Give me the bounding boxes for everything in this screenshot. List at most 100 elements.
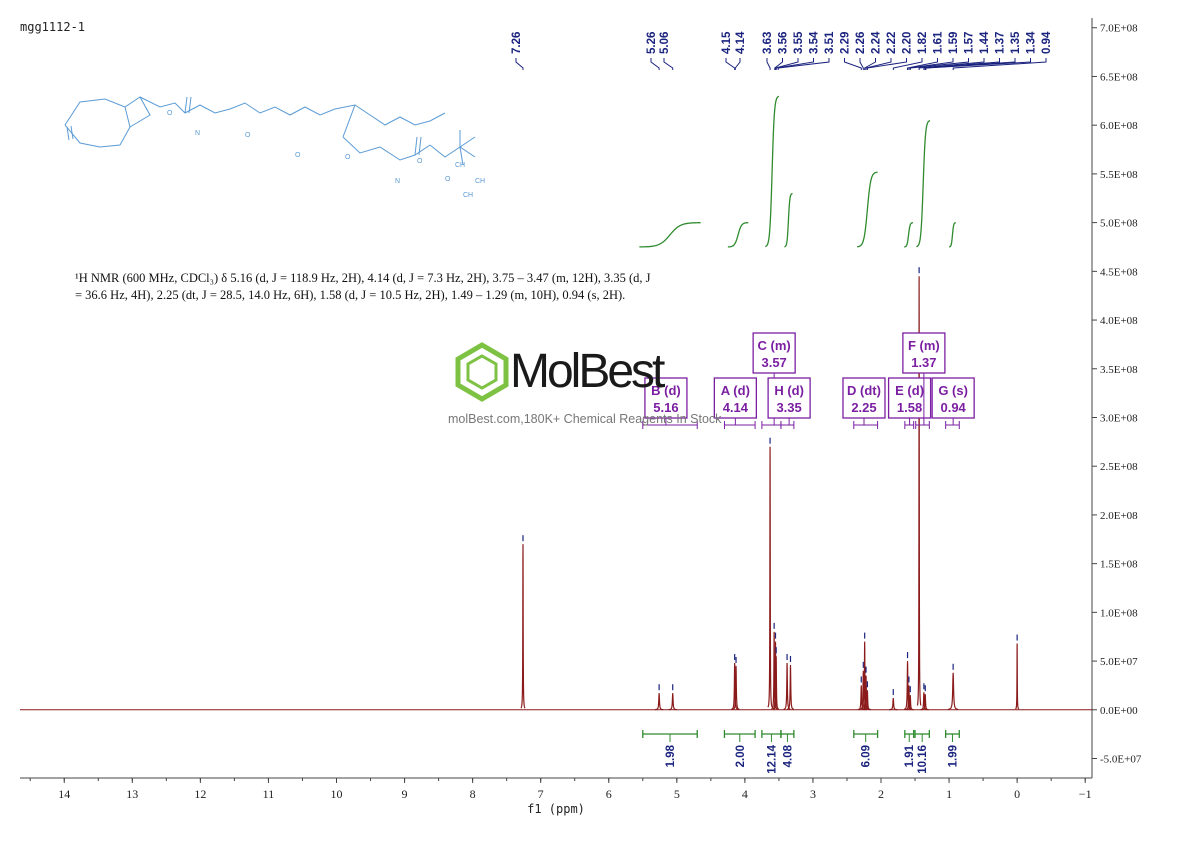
x-tick-label: 10	[330, 787, 342, 801]
peak-label: 3.54	[809, 31, 821, 54]
peak-label-leader	[923, 58, 1000, 70]
spectrum-peak	[520, 544, 526, 709]
peak-label: 1.61	[933, 31, 945, 54]
spectrum-peak	[947, 672, 959, 711]
integral-curve	[727, 222, 749, 248]
integral-curve	[765, 95, 780, 248]
peak-label: 1.57	[964, 32, 976, 54]
integral-value: 1.91	[904, 744, 916, 767]
x-tick-label: 7	[538, 787, 544, 801]
integral-value: 6.09	[861, 745, 873, 767]
y-tick-label: 3.0E+08	[1100, 412, 1138, 424]
peak-label-leader	[766, 58, 771, 70]
integral-value: 1.99	[947, 745, 959, 767]
x-tick-label: 13	[126, 787, 138, 801]
y-tick-label: 3.5E+08	[1100, 364, 1138, 376]
y-tick-label: 2.5E+08	[1100, 461, 1138, 473]
multiplet-shift: 5.16	[653, 400, 678, 415]
spectrum-peak	[916, 276, 922, 706]
x-tick-label: 14	[58, 787, 70, 801]
multiplet-label: H (d)	[774, 383, 804, 398]
y-tick-label: 1.5E+08	[1100, 559, 1138, 571]
structure-label-o6: O	[445, 176, 451, 183]
x-tick-label: 2	[878, 787, 884, 801]
spectrum-peak	[921, 694, 929, 711]
peak-label: 1.82	[917, 32, 929, 54]
peak-label: 3.63	[762, 32, 774, 54]
structure-label-o4: O	[345, 154, 351, 161]
sample-id: mgg1112-1	[20, 20, 86, 34]
multiplet-label: C (m)	[758, 338, 791, 353]
peak-label-leader	[515, 58, 524, 70]
integral-curve	[948, 222, 956, 248]
structure-label-o3: O	[295, 152, 301, 159]
peak-label: 3.51	[824, 31, 836, 54]
y-tick-label: 5.0E+08	[1100, 218, 1138, 230]
peak-label-leader	[650, 58, 660, 70]
multiplet-shift: 0.94	[940, 400, 966, 415]
spectrum-peak	[863, 690, 871, 711]
benzene-logo-icon	[455, 342, 509, 402]
peak-label-leader	[844, 58, 862, 70]
peak-label-leader	[775, 58, 799, 70]
peak-label: 2.22	[886, 32, 898, 54]
peak-label-leader	[774, 58, 783, 70]
multiplet-shift: 1.58	[897, 400, 922, 415]
x-tick-label: 1	[946, 787, 952, 801]
x-tick-label: 3	[810, 787, 816, 801]
multiplet-label: D (dt)	[847, 383, 881, 398]
structure-label-n2: N	[395, 178, 400, 185]
y-tick-label: 2.0E+08	[1100, 510, 1138, 522]
peak-label: 1.35	[1010, 31, 1022, 54]
x-tick-label: 8	[470, 787, 476, 801]
spectrum-peak	[771, 631, 778, 710]
x-tick-label: 6	[606, 787, 612, 801]
structure-label-ch3c: CH	[463, 192, 473, 199]
x-tick-label: 11	[263, 787, 275, 801]
y-tick-label: 1.0E+08	[1100, 607, 1138, 619]
integral-value: 10.16	[917, 745, 929, 774]
y-tick-label: 5.5E+08	[1100, 169, 1138, 181]
integral-value: 1.98	[665, 744, 677, 767]
y-tick-label: 4.5E+08	[1100, 266, 1138, 278]
peak-label-leader	[725, 58, 736, 70]
y-tick-label: -5.0E+07	[1100, 754, 1142, 766]
spectrum-peak	[767, 446, 773, 708]
peak-label: 2.29	[840, 32, 852, 54]
molbest-logo: MolBest molBest.com,180K+ Chemical Reage…	[448, 342, 752, 437]
integral-curve	[857, 171, 878, 248]
spectrum-peak	[773, 656, 780, 710]
logo-word: MolBest	[510, 345, 665, 398]
y-tick-label: 5.0E+07	[1100, 656, 1138, 668]
multiplet-label: G (s)	[938, 383, 968, 398]
x-tick-label: 5	[674, 787, 680, 801]
peak-label: 1.59	[948, 32, 960, 54]
peak-label: 5.06	[659, 32, 671, 54]
y-tick-label: 6.5E+08	[1100, 71, 1138, 83]
spectrum-peak	[906, 695, 914, 711]
x-tick-label: −1	[1079, 787, 1092, 801]
peak-label: 2.20	[902, 32, 914, 54]
peak-label: 1.34	[1026, 31, 1038, 54]
peak-label-leader	[925, 58, 1031, 70]
integral-curve	[784, 192, 793, 248]
integral-value: 2.00	[735, 745, 747, 767]
spectrum-peak	[668, 693, 677, 711]
multiplet-label: A (d)	[721, 383, 750, 398]
y-tick-label: 4.0E+08	[1100, 315, 1138, 327]
x-tick-label: 12	[194, 787, 206, 801]
peak-label: 2.24	[871, 31, 883, 54]
spectrum-peak	[783, 663, 791, 710]
peak-label: 7.26	[511, 32, 523, 54]
multiplet-shift: 3.35	[776, 400, 801, 415]
peak-label: 5.26	[646, 32, 658, 54]
peak-label-leader	[864, 58, 876, 70]
peak-label: 3.56	[778, 32, 790, 54]
peak-label-leader	[909, 58, 969, 70]
peak-label-leader	[865, 58, 892, 70]
spectrum-peak	[920, 692, 928, 711]
multiplet-shift: 2.25	[851, 400, 876, 415]
multiplet-label: E (d)	[895, 383, 924, 398]
structure-label-ch3a: CH	[455, 162, 465, 169]
